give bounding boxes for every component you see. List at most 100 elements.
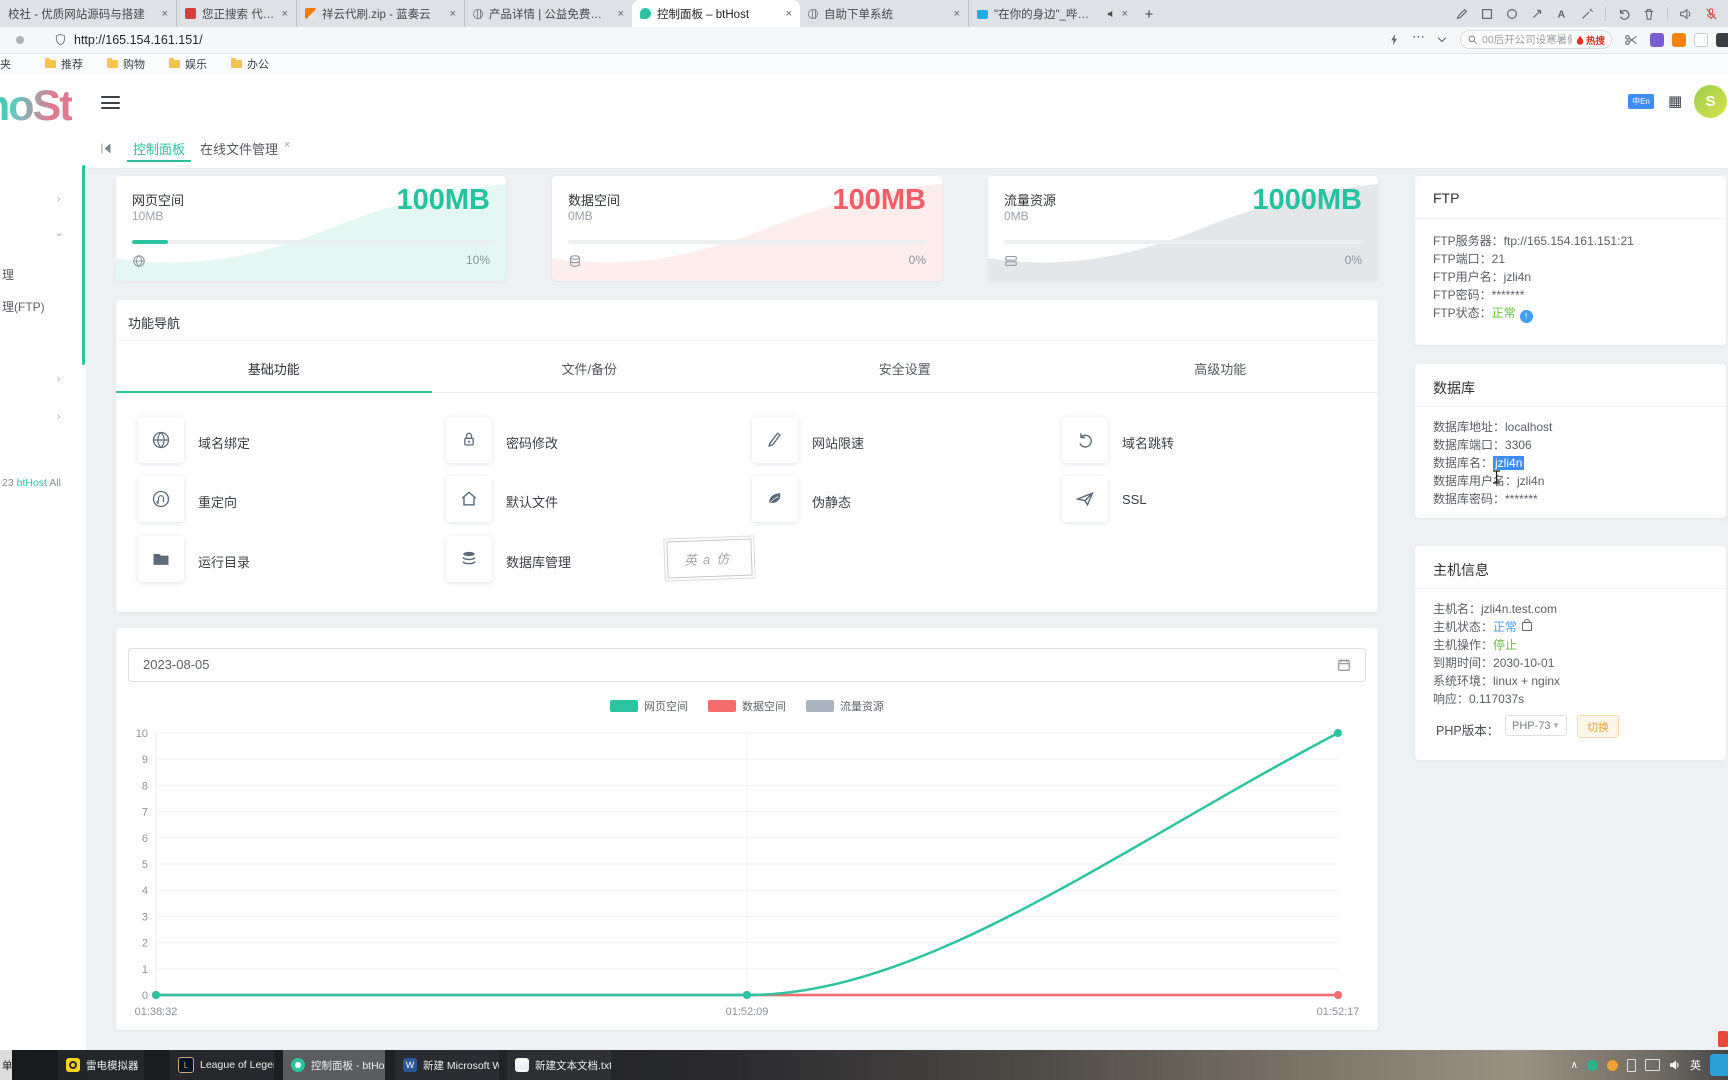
speaker-icon[interactable] (1679, 7, 1693, 21)
tab-close-icon[interactable]: × (281, 7, 288, 20)
browser-tab-3[interactable]: 祥云代刷.zip - 蓝奏云 × (296, 0, 464, 27)
panel-title: 数据库 (1433, 380, 1475, 396)
bookmark-folder[interactable]: 办公 (231, 56, 269, 72)
tab-security[interactable]: 安全设置 (878, 362, 931, 377)
selected-text[interactable]: jzli4n (1493, 456, 1525, 470)
volume-icon[interactable] (1669, 1059, 1681, 1071)
text-tool-icon[interactable]: A (1555, 7, 1569, 21)
browser-tab-7[interactable]: "在你的身边"_哔哩哔哩_bi × (968, 0, 1136, 27)
hamburger-menu-icon[interactable] (101, 96, 120, 109)
shield-lock-icon[interactable] (54, 33, 67, 47)
browser-tab-2[interactable]: 您正搜索 代刷 - 蓝校社 × (176, 0, 296, 27)
fn-item-password[interactable]: 密码修改 (446, 417, 696, 463)
search-box[interactable]: 00后开公司设寒暑假 热搜 (1460, 30, 1612, 49)
php-switch-button[interactable]: 切换 (1577, 715, 1619, 738)
bookmark-folder[interactable]: 购物 (107, 56, 145, 72)
extension-icon[interactable] (1650, 33, 1664, 47)
undo-icon[interactable] (1617, 7, 1631, 21)
browser-tab-4[interactable]: 产品详情 | 公益免费主机互联 × (464, 0, 632, 27)
stat-title: 数据空间 (568, 193, 621, 208)
avatar[interactable]: S (1694, 85, 1727, 118)
fn-item-speed-limit[interactable]: 网站限速 (752, 417, 1002, 463)
fn-item-ssl[interactable]: SSL (1062, 476, 1312, 522)
taskbar-item-lol[interactable]: L League of Legends (170, 1050, 274, 1080)
globe-icon (138, 417, 184, 463)
bookmark-partial[interactable]: 夹 (0, 59, 11, 71)
fn-item-rewrite[interactable]: 伪静态 (752, 476, 1002, 522)
tab-close-icon[interactable]: × (1121, 7, 1128, 20)
ime-indicator[interactable]: 英 (1690, 1060, 1701, 1072)
floating-badge[interactable] (1718, 1031, 1728, 1047)
taskbar-item-ldplayer[interactable]: 雷电模拟器 (58, 1050, 144, 1080)
chevron-right-icon[interactable]: › (57, 411, 61, 422)
fn-item-db-manage[interactable]: 数据库管理 (446, 536, 696, 582)
page-tab-close-icon[interactable]: × (284, 139, 291, 151)
taskbar-item-word[interactable]: W 新建 Microsoft W... (395, 1050, 499, 1080)
trash-icon[interactable] (1642, 7, 1656, 21)
window-extension-icon[interactable] (1694, 33, 1708, 47)
language-toggle[interactable]: 中En (1628, 94, 1654, 109)
tab-advanced[interactable]: 高级功能 (1194, 362, 1247, 377)
tray-app-icon[interactable] (1587, 1059, 1598, 1071)
fn-item-domain-redirect[interactable]: 域名跳转 (1062, 417, 1312, 463)
lightning-icon[interactable] (1388, 33, 1401, 46)
pencil-icon[interactable] (1455, 7, 1469, 21)
legend-traffic[interactable]: 流量资源 (806, 698, 884, 714)
info-icon[interactable]: ! (1519, 310, 1533, 323)
tab-close-icon[interactable]: × (617, 7, 624, 20)
tab-audio-icon[interactable] (1106, 9, 1116, 19)
chevron-down-icon[interactable] (1436, 35, 1448, 45)
fn-item-run-directory[interactable]: 运行目录 (138, 536, 388, 582)
fn-item-redirect[interactable]: 重定向 (138, 476, 388, 522)
rectangle-icon[interactable] (1480, 7, 1494, 21)
scissors-icon[interactable] (1624, 33, 1638, 47)
more-menu-icon[interactable]: ⋯ (1412, 29, 1425, 44)
mic-muted-icon[interactable] (1704, 7, 1718, 21)
theme-icon[interactable]: ▦ (1668, 93, 1683, 110)
tray-phone-icon[interactable] (1627, 1058, 1636, 1072)
tray-notification-icon[interactable] (1710, 1054, 1728, 1076)
browser-tab-6[interactable]: 自助下单系统 × (800, 0, 968, 27)
page-tab-dashboard[interactable]: 控制面板 (127, 139, 191, 162)
collapse-tabs-icon[interactable] (99, 142, 113, 155)
tab-file-backup[interactable]: 文件/备份 (561, 362, 618, 377)
fn-item-default-file[interactable]: 默认文件 (446, 476, 696, 522)
page-tab-file-manager[interactable]: 在线文件管理 (200, 142, 279, 157)
legend-web-space[interactable]: 网页空间 (610, 698, 688, 714)
bookmark-folder[interactable]: 推荐 (45, 56, 83, 72)
tab-basic-functions[interactable]: 基础功能 (116, 348, 432, 393)
chevron-down-icon[interactable]: ⌄ (55, 228, 64, 239)
sidebar-item-file-manage[interactable]: 理 (2, 268, 15, 282)
chevron-right-icon[interactable]: › (57, 194, 61, 205)
new-tab-button[interactable]: + (1144, 5, 1154, 23)
taskbar-item-bthost[interactable]: 控制面板 - btHost... (283, 1050, 385, 1080)
tab-close-icon[interactable]: × (953, 7, 960, 20)
clipped-extension-icon[interactable] (1716, 33, 1728, 47)
php-version-select[interactable]: PHP-73 ▼ (1505, 715, 1567, 736)
taskbar-item-partial[interactable]: 单 (0, 1050, 12, 1080)
browser-tab-active[interactable]: 控制面板 – btHost × (632, 0, 800, 27)
browser-tab-1[interactable]: 校社 - 优质网站源码与搭建 × (0, 0, 176, 27)
taskbar-item-notepad[interactable]: 新建文本文档.txt -... (507, 1050, 611, 1080)
game-extension-icon[interactable] (1672, 33, 1686, 47)
url-text[interactable]: http://165.154.161.151/ (74, 33, 203, 47)
chevron-right-icon[interactable]: › (57, 374, 61, 385)
stop-host-link[interactable]: 停止 (1493, 638, 1518, 652)
stat-used: 0MB (1004, 209, 1029, 223)
date-picker-input[interactable]: 2023-08-05 (128, 648, 1366, 682)
circle-icon[interactable] (1505, 7, 1519, 21)
tray-display-icon[interactable] (1645, 1059, 1660, 1071)
sidebar-item-ftp-manage[interactable]: 理(FTP) (2, 300, 45, 314)
tray-expand-icon[interactable]: ∧ (1570, 1059, 1578, 1071)
tray-app-icon[interactable] (1607, 1059, 1618, 1071)
bookmark-folder[interactable]: 娱乐 (169, 56, 207, 72)
highlighter-icon[interactable] (1580, 7, 1594, 21)
tab-close-icon[interactable]: × (449, 7, 456, 20)
arrow-icon[interactable] (1530, 7, 1544, 21)
calendar-icon[interactable] (1337, 658, 1351, 672)
legend-db-space[interactable]: 数据空间 (708, 698, 786, 714)
tab-close-icon[interactable]: × (161, 7, 168, 20)
fn-item-domain-bind[interactable]: 域名绑定 (138, 417, 388, 463)
function-nav-card: 功能导航 基础功能 文件/备份 安全设置 高级功能 域名绑定 密码修改 网站限速… (116, 300, 1378, 612)
tab-close-icon[interactable]: × (785, 7, 792, 20)
